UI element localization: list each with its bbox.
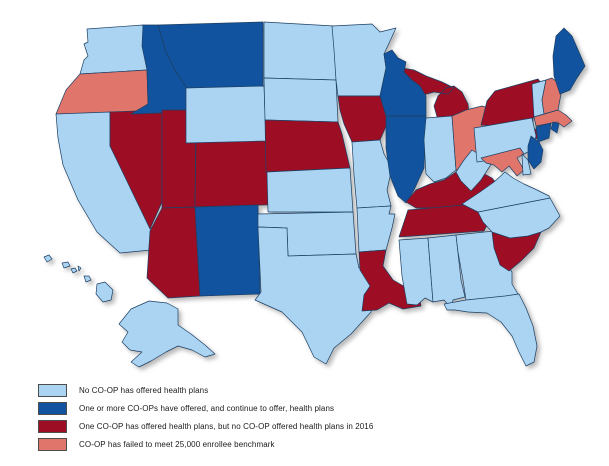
legend-item-closed-2016: One CO-OP has offered health plans, but … (38, 420, 373, 433)
state-virginia (461, 171, 551, 213)
legend-label-failed-benchmark: CO-OP has failed to meet 25,000 enrollee… (79, 440, 275, 449)
state-rhode-island (550, 121, 560, 134)
states-layer (43, 21, 586, 368)
state-delaware (521, 153, 532, 176)
state-kansas (266, 167, 354, 213)
legend-swatch-active (38, 402, 67, 415)
legend-item-failed-benchmark: CO-OP has failed to meet 25,000 enrollee… (38, 438, 373, 451)
state-indiana (423, 115, 457, 183)
state-nebraska (264, 119, 351, 173)
state-texas (254, 226, 374, 365)
state-hawaii (43, 254, 114, 303)
state-wisconsin (379, 49, 427, 117)
state-maryland (480, 147, 525, 177)
legend-item-no-coop: No CO-OP has offered health plans (38, 384, 373, 397)
state-florida (443, 293, 538, 367)
state-north-dakota (263, 21, 337, 81)
state-massachusetts (533, 109, 573, 128)
state-new-hampshire (541, 77, 562, 115)
state-south-dakota (263, 77, 339, 123)
state-arkansas (356, 205, 396, 253)
legend-label-active: One or more CO-OPs have offered, and con… (79, 404, 335, 413)
state-missouri (351, 139, 393, 209)
state-new-mexico (194, 204, 261, 297)
state-washington (79, 24, 148, 75)
state-iowa (337, 95, 389, 143)
state-connecticut (535, 122, 552, 143)
legend-label-no-coop: No CO-OP has offered health plans (79, 386, 209, 395)
legend-swatch-failed-benchmark (38, 438, 67, 451)
state-maine (552, 27, 586, 95)
us-choropleth-map (43, 21, 586, 368)
legend-item-active: One or more CO-OPs have offered, and con… (38, 402, 373, 415)
legend-label-closed-2016: One CO-OP has offered health plans, but … (79, 422, 374, 431)
state-new-jersey (527, 135, 544, 170)
state-oregon (55, 69, 149, 115)
state-arizona (146, 206, 201, 299)
state-wyoming (185, 85, 267, 144)
state-alaska (118, 300, 216, 368)
legend-swatch-no-coop (38, 384, 67, 397)
state-north-carolina (477, 197, 561, 239)
map-legend: No CO-OP has offered health plans One or… (38, 384, 373, 451)
legend-swatch-closed-2016 (38, 420, 67, 433)
